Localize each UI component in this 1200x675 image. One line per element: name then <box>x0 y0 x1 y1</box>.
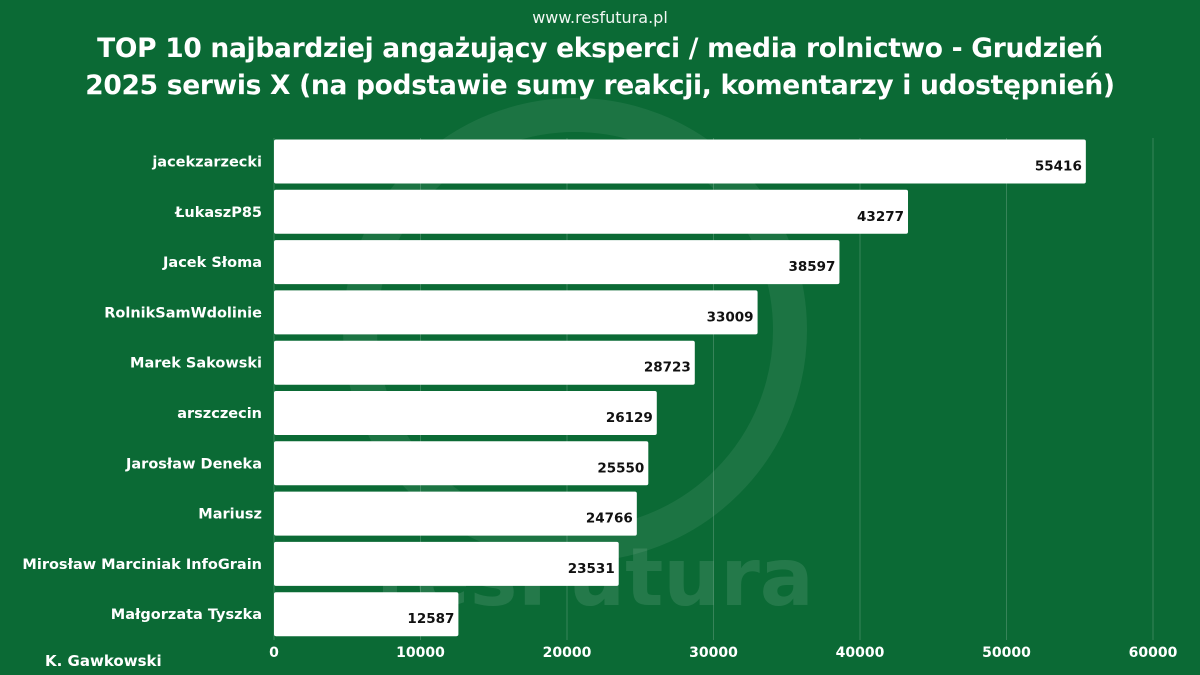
x-tick-label: 30000 <box>689 645 738 661</box>
category-label: ŁukaszP85 <box>174 205 262 221</box>
category-label: Mariusz <box>198 507 262 523</box>
x-tick-label: 60000 <box>1129 645 1178 661</box>
category-label: jacekzarzecki <box>151 155 262 171</box>
bar <box>274 189 909 234</box>
bar-value-label: 24766 <box>586 511 633 527</box>
x-axis-ticks: 0 10000 20000 30000 40000 50000 60000 <box>269 645 1177 661</box>
bar-value-label: 38597 <box>788 259 835 275</box>
x-tick-label: 0 <box>269 645 279 661</box>
bars: 55416 43277 38597 33009 28723 26129 25550 24766… <box>274 139 1086 637</box>
title-line-2: 2025 serwis X (na podstawie sumy reakcji… <box>85 70 1115 101</box>
chart-title: TOP 10 najbardziej angażujący eksperci /… <box>20 30 1180 104</box>
bar <box>274 139 1086 184</box>
category-label: Marek Sakowski <box>130 356 262 372</box>
category-label: Mirosław Marciniak InfoGrain <box>22 557 262 573</box>
x-tick-label: 40000 <box>836 645 885 661</box>
bar-value-label: 33009 <box>707 309 754 325</box>
bar <box>274 541 619 586</box>
category-label: Jarosław Deneka <box>125 456 262 472</box>
bar-value-label: 25550 <box>597 460 644 476</box>
category-labels: jacekzarzecki ŁukaszP85 Jacek Słoma RolnikS… <box>22 155 262 624</box>
bar-value-label: 43277 <box>857 209 904 225</box>
category-label: Małgorzata Tyszka <box>111 607 262 623</box>
category-label: RolnikSamWdolinie <box>104 305 262 321</box>
author-credit: K. Gawkowski <box>45 652 162 670</box>
site-url: www.resfutura.pl <box>532 8 668 27</box>
x-tick-label: 10000 <box>396 645 445 661</box>
x-tick-label: 20000 <box>543 645 592 661</box>
x-tick-label: 50000 <box>982 645 1031 661</box>
bar <box>274 290 758 335</box>
bar-value-label: 55416 <box>1035 159 1082 175</box>
category-label: arszczecin <box>177 406 262 422</box>
bar-value-label: 12587 <box>407 611 454 627</box>
bar <box>274 441 649 486</box>
bar <box>274 391 657 435</box>
bar <box>274 240 840 285</box>
category-label: Jacek Słoma <box>162 255 262 271</box>
title-line-1: TOP 10 najbardziej angażujący eksperci /… <box>97 33 1103 64</box>
bar <box>274 340 695 385</box>
bar-value-label: 28723 <box>644 360 691 376</box>
bar-value-label: 26129 <box>606 410 653 426</box>
bar <box>274 491 637 536</box>
bar-value-label: 23531 <box>568 561 615 577</box>
bar <box>274 592 459 637</box>
